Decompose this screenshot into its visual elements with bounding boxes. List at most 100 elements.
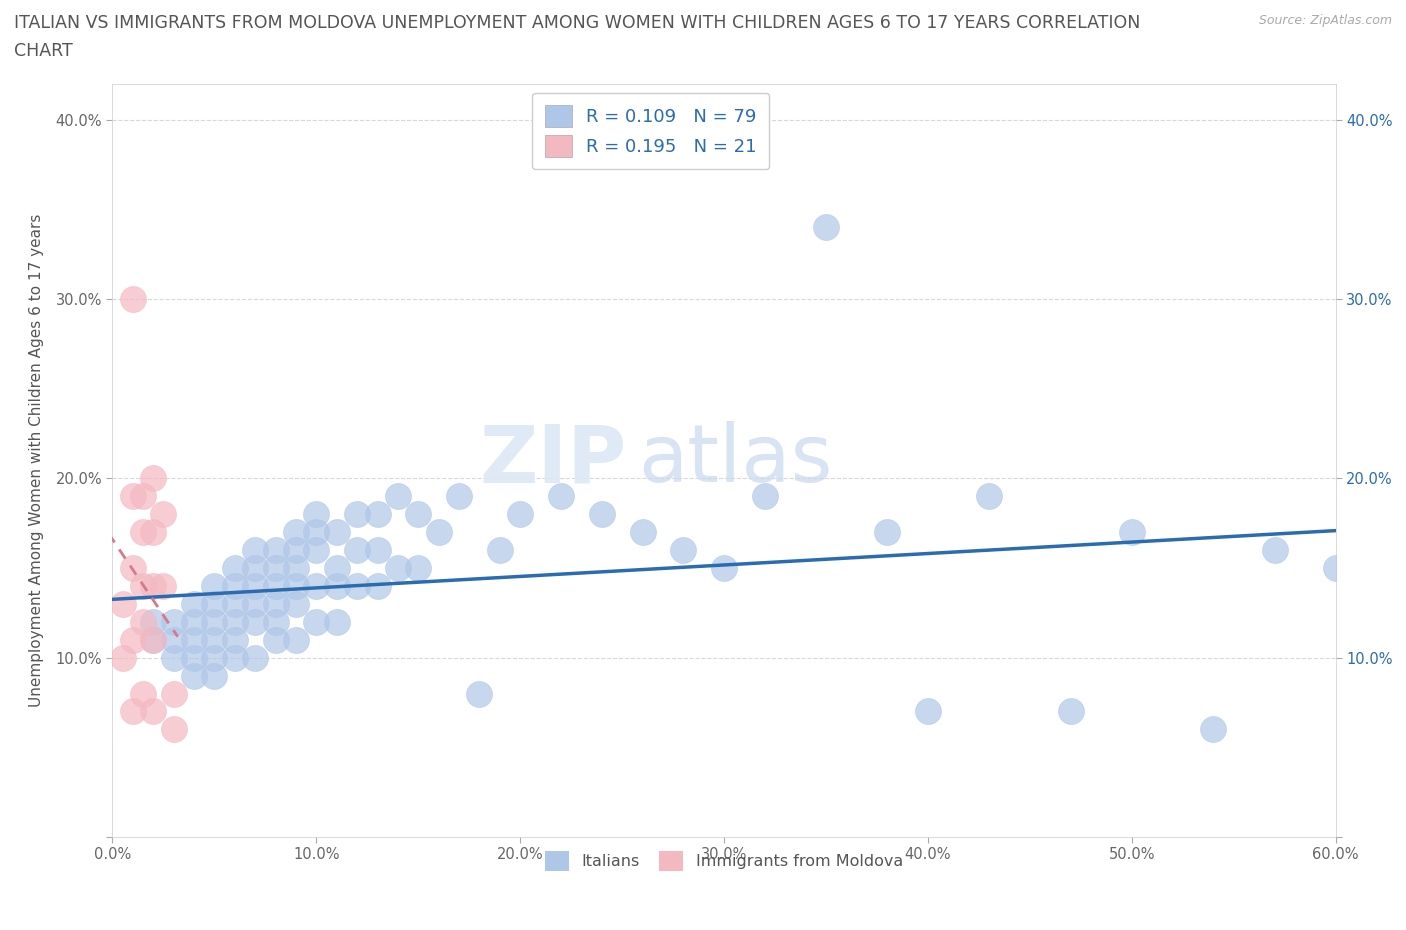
Point <box>122 704 145 719</box>
Point <box>183 668 205 683</box>
Point <box>1324 561 1347 576</box>
Point <box>142 704 165 719</box>
Point <box>346 542 368 557</box>
Point <box>326 615 349 630</box>
Point <box>264 542 287 557</box>
Point <box>245 578 267 593</box>
Point <box>132 525 155 539</box>
Point <box>111 596 134 611</box>
Point <box>264 596 287 611</box>
Point <box>142 615 165 630</box>
Point <box>204 632 226 647</box>
Point <box>152 507 174 522</box>
Point <box>264 578 287 593</box>
Point <box>284 632 308 647</box>
Point <box>224 650 246 665</box>
Point <box>284 525 308 539</box>
Point <box>387 489 409 504</box>
Point <box>264 632 287 647</box>
Point <box>183 632 205 647</box>
Point <box>1060 704 1083 719</box>
Point <box>366 507 388 522</box>
Point <box>1121 525 1143 539</box>
Point <box>224 561 246 576</box>
Point <box>305 507 328 522</box>
Point <box>132 686 155 701</box>
Point <box>224 632 246 647</box>
Point <box>245 542 267 557</box>
Point <box>224 578 246 593</box>
Point <box>591 507 613 522</box>
Point <box>132 489 155 504</box>
Point <box>204 650 226 665</box>
Point <box>204 668 226 683</box>
Point <box>408 507 430 522</box>
Point <box>122 561 145 576</box>
Point <box>284 596 308 611</box>
Point <box>245 650 267 665</box>
Point <box>326 561 349 576</box>
Point <box>979 489 1001 504</box>
Point <box>122 489 145 504</box>
Point <box>224 615 246 630</box>
Point <box>183 596 205 611</box>
Point <box>142 632 165 647</box>
Text: ZIP: ZIP <box>479 421 626 499</box>
Point <box>142 471 165 485</box>
Point <box>245 596 267 611</box>
Point <box>142 632 165 647</box>
Point <box>142 578 165 593</box>
Point <box>876 525 898 539</box>
Point <box>284 561 308 576</box>
Point <box>163 615 186 630</box>
Point <box>468 686 491 701</box>
Point <box>122 291 145 306</box>
Point <box>264 615 287 630</box>
Point <box>245 615 267 630</box>
Point <box>305 542 328 557</box>
Text: ITALIAN VS IMMIGRANTS FROM MOLDOVA UNEMPLOYMENT AMONG WOMEN WITH CHILDREN AGES 6: ITALIAN VS IMMIGRANTS FROM MOLDOVA UNEMP… <box>14 14 1140 32</box>
Point <box>163 632 186 647</box>
Point <box>1264 542 1286 557</box>
Text: CHART: CHART <box>14 42 73 60</box>
Point <box>111 650 134 665</box>
Point <box>346 578 368 593</box>
Point <box>204 615 226 630</box>
Point <box>366 542 388 557</box>
Point <box>754 489 776 504</box>
Point <box>408 561 430 576</box>
Point <box>550 489 572 504</box>
Point <box>305 578 328 593</box>
Y-axis label: Unemployment Among Women with Children Ages 6 to 17 years: Unemployment Among Women with Children A… <box>30 214 45 707</box>
Point <box>224 596 246 611</box>
Point <box>447 489 470 504</box>
Point <box>305 525 328 539</box>
Point <box>326 525 349 539</box>
Point <box>815 219 838 234</box>
Point <box>152 578 174 593</box>
Point <box>163 722 186 737</box>
Point <box>305 615 328 630</box>
Point <box>672 542 695 557</box>
Point <box>204 596 226 611</box>
Point <box>183 615 205 630</box>
Point <box>326 578 349 593</box>
Point <box>163 650 186 665</box>
Point <box>509 507 531 522</box>
Point <box>132 578 155 593</box>
Point <box>204 578 226 593</box>
Point <box>163 686 186 701</box>
Point <box>132 615 155 630</box>
Point <box>122 632 145 647</box>
Point <box>489 542 512 557</box>
Point <box>427 525 450 539</box>
Point <box>245 561 267 576</box>
Point <box>631 525 654 539</box>
Point <box>387 561 409 576</box>
Point <box>183 650 205 665</box>
Point <box>346 507 368 522</box>
Legend: Italians, Immigrants from Moldova: Italians, Immigrants from Moldova <box>534 840 914 882</box>
Point <box>917 704 939 719</box>
Point <box>142 525 165 539</box>
Point <box>366 578 388 593</box>
